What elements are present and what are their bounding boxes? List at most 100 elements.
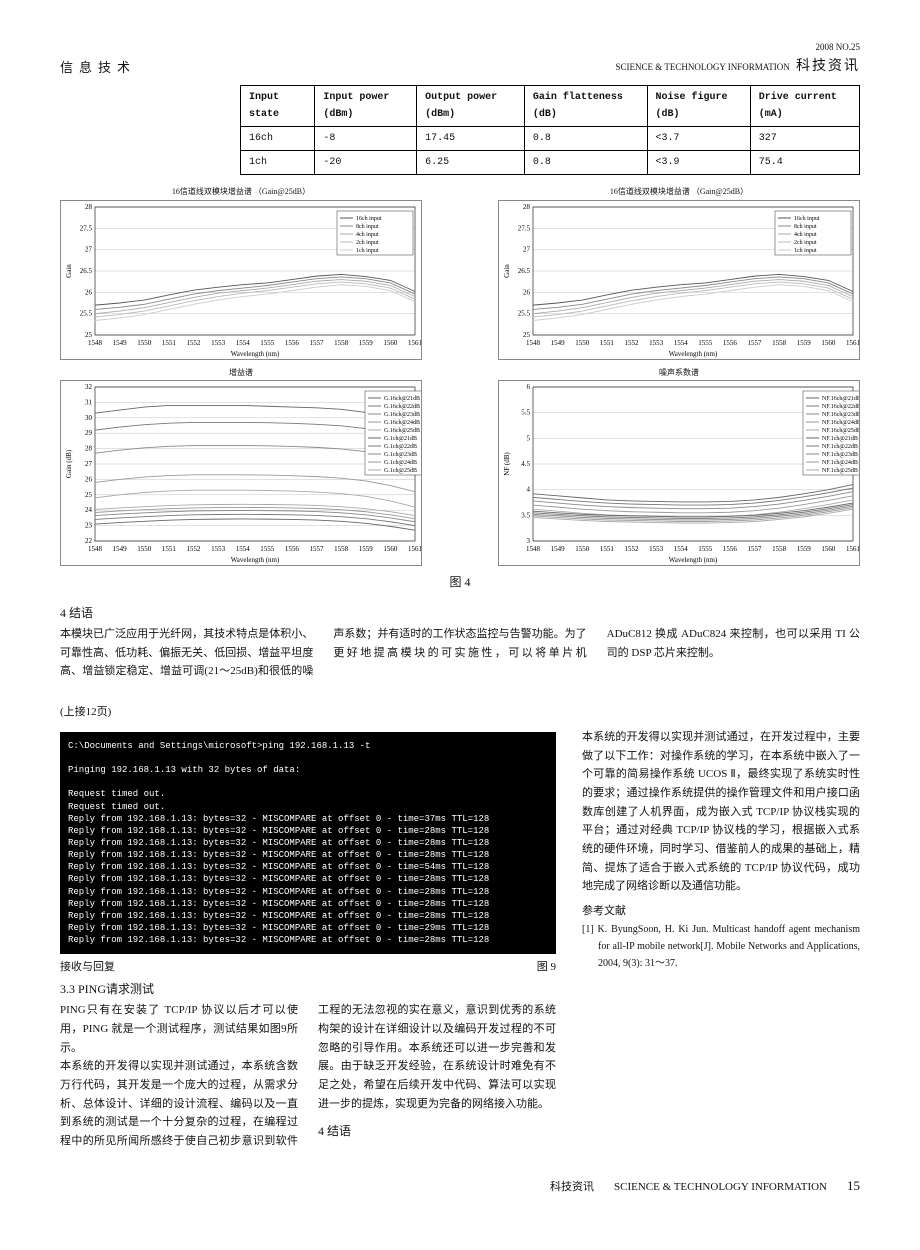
page-header: 信息技术 2008 NO.25 SCIENCE & TECHNOLOGY INF… (60, 40, 860, 79)
journal-meta: 2008 NO.25 SCIENCE & TECHNOLOGY INFORMAT… (615, 40, 860, 79)
svg-text:Gain: Gain (503, 263, 511, 277)
svg-text:1ch input: 1ch input (356, 248, 379, 254)
svg-text:1561: 1561 (846, 545, 859, 553)
svg-text:25: 25 (85, 331, 93, 339)
svg-text:4: 4 (527, 486, 531, 494)
svg-text:Wavelength (nm): Wavelength (nm) (669, 350, 718, 358)
svg-text:27.5: 27.5 (518, 224, 531, 232)
svg-text:1553: 1553 (211, 545, 226, 553)
svg-text:1551: 1551 (162, 545, 177, 553)
svg-text:1556: 1556 (723, 339, 738, 347)
svg-text:1548: 1548 (88, 339, 103, 347)
svg-text:NF.16ch@25dB: NF.16ch@25dB (822, 428, 859, 434)
left-panel: C:\Documents and Settings\microsoft>ping… (60, 728, 556, 1151)
caption-left: 接收与回复 (60, 958, 115, 977)
svg-text:1549: 1549 (551, 339, 566, 347)
svg-text:6: 6 (527, 383, 531, 391)
svg-text:4.5: 4.5 (521, 460, 530, 468)
section4-text: 本模块已广泛应用于光纤网，其技术特点是体积小、可靠性高、低功耗、偏振无关、低回损… (60, 625, 860, 681)
section4-heading: 4 结语 (60, 603, 860, 623)
svg-text:NF.16ch@21dB: NF.16ch@21dB (822, 396, 859, 402)
svg-text:22: 22 (85, 537, 93, 545)
svg-text:1558: 1558 (772, 339, 787, 347)
section4b-heading: 4 结语 (318, 1121, 556, 1141)
svg-text:16ch input: 16ch input (794, 216, 820, 222)
svg-text:1555: 1555 (260, 545, 275, 553)
svg-text:1561: 1561 (846, 339, 859, 347)
footer-journal-en: SCIENCE & TECHNOLOGY INFORMATION (614, 1178, 827, 1197)
svg-text:1552: 1552 (624, 545, 639, 553)
table-header: Gain flatteness (dB) (524, 86, 647, 127)
svg-text:1555: 1555 (698, 339, 713, 347)
svg-text:1553: 1553 (649, 545, 664, 553)
svg-text:1550: 1550 (137, 339, 152, 347)
svg-text:1554: 1554 (674, 545, 689, 553)
figure4-caption: 图 4 (60, 572, 860, 592)
bottom-charts-row: 增益谱 222324252627282930313215481549155015… (60, 366, 860, 567)
issue-line: 2008 NO.25 (615, 40, 860, 55)
footer-journal-cn: 科技资讯 (550, 1178, 594, 1197)
svg-text:1553: 1553 (211, 339, 226, 347)
fig9-caption-row: 接收与回复 图 9 (60, 958, 556, 977)
svg-text:1551: 1551 (600, 545, 615, 553)
top-charts-row: 16信道线双模块增益谱 （Gain@25dB） 2525.52626.52727… (60, 185, 860, 360)
svg-text:1549: 1549 (113, 545, 128, 553)
svg-text:1548: 1548 (88, 545, 103, 553)
svg-text:28: 28 (523, 203, 531, 211)
svg-text:NF.1ch@21dB: NF.1ch@21dB (822, 436, 858, 442)
svg-text:3: 3 (527, 537, 531, 545)
svg-text:1555: 1555 (698, 545, 713, 553)
right-panel: 本系统的开发得以实现并测试通过，在开发过程中，主要做了以下工作：对操作系统的学习… (582, 728, 860, 1151)
svg-text:25.5: 25.5 (518, 309, 531, 317)
svg-text:1559: 1559 (797, 545, 812, 553)
svg-text:1557: 1557 (310, 339, 325, 347)
table-row: 16ch-817.450.8<3.7327 (241, 127, 860, 151)
chart-nf: 噪声系数谱 33.544.555.56154815491550155115521… (498, 366, 860, 567)
svg-text:26.5: 26.5 (518, 267, 531, 275)
svg-text:27.5: 27.5 (80, 224, 93, 232)
svg-text:Wavelength (nm): Wavelength (nm) (231, 350, 280, 358)
svg-text:1558: 1558 (334, 545, 349, 553)
svg-text:1548: 1548 (526, 339, 541, 347)
svg-text:31: 31 (85, 399, 93, 407)
svg-text:1560: 1560 (821, 545, 836, 553)
chart-title: 16信道线双模块增益谱 （Gain@25dB） (60, 185, 422, 199)
svg-text:1556: 1556 (285, 339, 300, 347)
svg-text:NF (dB): NF (dB) (503, 452, 511, 476)
svg-text:26.5: 26.5 (80, 267, 93, 275)
svg-text:8ch input: 8ch input (794, 224, 817, 230)
svg-text:26: 26 (85, 476, 93, 484)
svg-text:G.1ch@25dB: G.1ch@25dB (384, 468, 417, 474)
journal-en: SCIENCE & TECHNOLOGY INFORMATION (615, 62, 789, 72)
svg-text:24: 24 (85, 506, 93, 514)
svg-text:1ch input: 1ch input (794, 248, 817, 254)
table-header: Drive current (mA) (750, 86, 859, 127)
caption-right: 图 9 (537, 958, 556, 977)
svg-text:NF.1ch@24dB: NF.1ch@24dB (822, 460, 858, 466)
table-header: Output power (dBm) (417, 86, 525, 127)
params-table: Input stateInput power (dBm)Output power… (240, 85, 860, 175)
svg-text:G.16ch@25dB: G.16ch@25dB (384, 428, 420, 434)
svg-text:1552: 1552 (624, 339, 639, 347)
svg-text:1552: 1552 (186, 545, 201, 553)
chart-title: 16信道线双模块增益谱 （Gain@25dB） (498, 185, 860, 199)
svg-text:1561: 1561 (408, 545, 421, 553)
chart-gain-top-right: 16信道线双模块增益谱 （Gain@25dB） 2525.52626.52727… (498, 185, 860, 360)
table-row: 1ch-206.250.8<3.975.4 (241, 151, 860, 175)
svg-text:2ch input: 2ch input (794, 240, 817, 246)
svg-text:5.5: 5.5 (521, 409, 530, 417)
svg-text:1549: 1549 (113, 339, 128, 347)
svg-text:1551: 1551 (162, 339, 177, 347)
svg-text:NF.16ch@23dB: NF.16ch@23dB (822, 412, 859, 418)
svg-text:1561: 1561 (408, 339, 421, 347)
table-header: Noise figure (dB) (647, 86, 750, 127)
page-footer: 科技资讯 SCIENCE & TECHNOLOGY INFORMATION 15 (60, 1175, 860, 1197)
svg-text:Wavelength (nm): Wavelength (nm) (231, 556, 280, 564)
svg-text:4ch input: 4ch input (356, 232, 379, 238)
table-header: Input power (dBm) (315, 86, 417, 127)
svg-text:30: 30 (85, 414, 93, 422)
svg-text:1559: 1559 (359, 545, 374, 553)
continued-note: (上接12页) (60, 703, 860, 722)
category-label: 信息技术 (60, 57, 136, 79)
svg-text:1558: 1558 (772, 545, 787, 553)
